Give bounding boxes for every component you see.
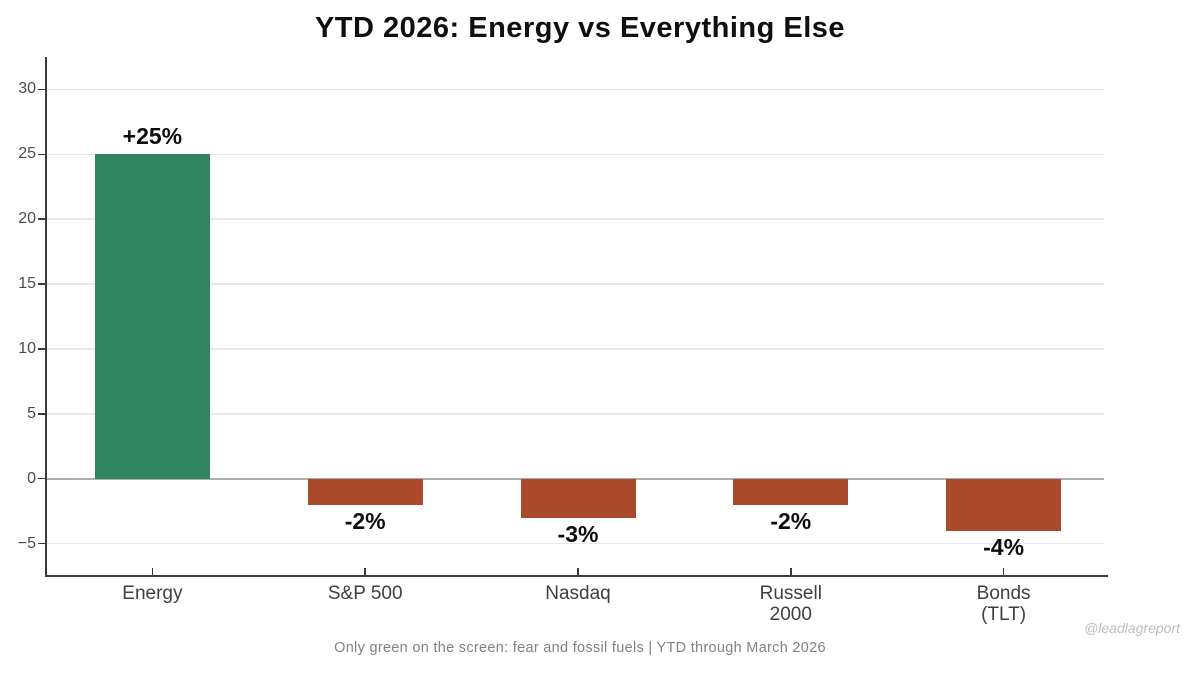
- category-label-line: (TLT): [981, 604, 1027, 625]
- x-tick: [364, 568, 366, 576]
- y-tick-label: 10: [18, 339, 36, 357]
- chart-title: YTD 2026: Energy vs Everything Else: [314, 12, 846, 44]
- gridline: [46, 283, 1104, 285]
- watermark: @leadlagreport: [1084, 620, 1180, 636]
- bar-energy: [94, 154, 210, 479]
- value-label-nasdaq: -3%: [557, 520, 599, 547]
- y-tick: [38, 88, 46, 91]
- y-tick: [38, 218, 46, 220]
- caption: Only green on the screen: fear and fossi…: [334, 640, 826, 656]
- x-tick: [1002, 568, 1005, 576]
- bar-bonds-tlt: [946, 478, 1062, 531]
- y-tick-label: 30: [18, 80, 36, 98]
- y-axis-spine: [45, 57, 47, 577]
- category-label-energy: Energy: [42, 583, 262, 604]
- gridline: [46, 88, 1104, 91]
- gridline: [46, 542, 1104, 545]
- y-tick-label: 25: [18, 145, 36, 163]
- x-tick: [790, 568, 792, 576]
- x-tick: [151, 568, 154, 576]
- y-tick-label: 0: [27, 469, 36, 487]
- category-label-russell-2000: Russell 2000: [681, 583, 901, 625]
- bar-nasdaq: [520, 478, 636, 518]
- category-label-bonds-tlt: Bonds (TLT): [894, 583, 1114, 625]
- category-label-nasdaq: Nasdaq: [468, 583, 688, 604]
- y-tick: [38, 477, 46, 480]
- bar-s-p-500: [307, 478, 423, 505]
- category-label-line: S&P 500: [327, 583, 403, 604]
- value-label-russell-2000: -2%: [770, 507, 812, 534]
- gridline: [46, 413, 1104, 415]
- x-axis-spine: [45, 575, 1108, 577]
- category-label-line: Russell: [759, 583, 822, 604]
- y-tick: [38, 283, 46, 285]
- gridline: [46, 218, 1104, 220]
- y-tick: [38, 542, 46, 545]
- y-tick-label: 15: [18, 275, 36, 293]
- x-tick: [577, 568, 579, 576]
- category-label-line: 2000: [769, 604, 812, 625]
- category-label-line: Bonds: [976, 583, 1031, 604]
- category-label-line: Nasdaq: [545, 583, 611, 604]
- gridline: [46, 348, 1104, 350]
- category-label-line: Energy: [122, 583, 183, 604]
- value-label-bonds-tlt: -4%: [983, 533, 1025, 560]
- value-label-s-p-500: -2%: [344, 507, 386, 534]
- y-tick: [38, 153, 46, 156]
- gridline: [46, 153, 1104, 156]
- y-tick: [38, 413, 46, 415]
- value-label-energy: +25%: [122, 123, 183, 150]
- y-tick-label: 5: [27, 404, 36, 422]
- y-tick: [38, 348, 46, 350]
- category-label-s-p-500: S&P 500: [255, 583, 475, 604]
- bar-russell-2000: [733, 478, 849, 505]
- y-tick-label: −5: [17, 534, 36, 552]
- y-tick-label: 20: [18, 210, 36, 228]
